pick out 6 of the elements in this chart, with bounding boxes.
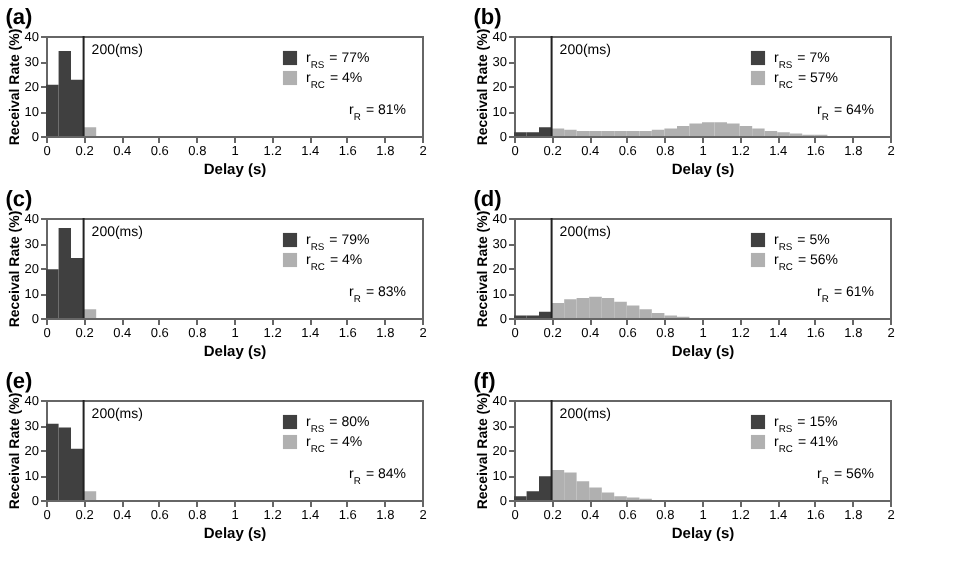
chart-title: (c) [5,187,34,212]
chart-title: (f) [473,369,497,394]
chart-title: (b) [473,5,503,30]
chart-title: (d) [473,187,503,212]
chart-title: (e) [5,369,34,394]
chart-title: (a) [5,5,34,30]
